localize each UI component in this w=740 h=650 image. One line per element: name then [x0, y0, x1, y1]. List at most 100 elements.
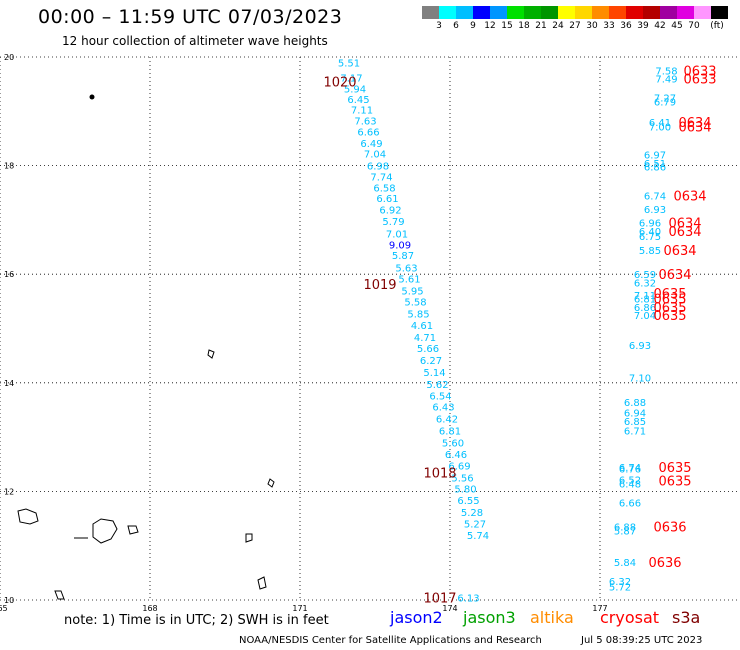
wave-height-value: 5.28: [461, 508, 483, 519]
wave-height-value: 5.56: [451, 473, 473, 484]
island-8: [257, 576, 267, 590]
color-legend-label: 21: [535, 21, 547, 31]
wave-height-value: 6.88: [614, 523, 636, 534]
track-time-label: 0635: [653, 293, 686, 308]
wave-height-value: 6.61: [376, 194, 398, 205]
lon-tick-label: 174: [442, 604, 457, 613]
island-3: [267, 478, 275, 488]
wave-height-value: 5.14: [423, 368, 445, 379]
wave-height-value: 5.94: [344, 84, 366, 95]
satellite-altika: altika: [530, 608, 574, 627]
map-title: 00:00 – 11:59 UTC 07/03/2023: [38, 6, 343, 28]
lat-tick-label: 20: [4, 53, 14, 62]
wave-height-value: 6.81: [439, 427, 461, 438]
satellite-cryosat: cryosat: [600, 608, 660, 627]
wave-height-values: 5.517.175.946.457.117.636.666.497.046.98…: [338, 58, 678, 604]
lat-tick-label: 12: [4, 487, 14, 496]
wave-height-value: 5.87: [614, 526, 636, 537]
color-legend-label: 12: [484, 21, 496, 31]
wave-height-value: 6.69: [448, 461, 470, 472]
wave-height-value: 6.74: [619, 463, 641, 474]
satellite-jason3: jason3: [463, 608, 516, 627]
track-time-label: 0634: [678, 116, 711, 131]
color-swatch: [422, 6, 439, 19]
lat-tick-label: 14: [4, 379, 14, 388]
wave-height-value: 5.27: [464, 519, 486, 530]
color-swatch: [558, 6, 575, 19]
wave-height-value: 6.79: [654, 98, 676, 109]
wave-height-value: 5.63: [395, 264, 417, 275]
wave-height-value: 6.93: [644, 205, 666, 216]
track-time-label: 0634: [678, 121, 711, 136]
wave-height-value: 5.87: [392, 251, 414, 262]
track-time-label: 0634: [668, 225, 701, 240]
lon-tick-label: 171: [292, 604, 307, 613]
wave-height-value: 6.71: [624, 427, 646, 438]
wave-height-value: 6.92: [379, 206, 401, 217]
wave-height-value: 6.58: [373, 183, 395, 194]
track-time-label: 0635: [658, 461, 691, 476]
wave-height-value: 6.32: [634, 278, 656, 289]
track-time-label: 0635: [653, 287, 686, 302]
lat-lon-grid: [0, 56, 740, 601]
lon-tick-label: 168: [142, 604, 157, 613]
wave-height-value: 7.10: [629, 373, 651, 384]
wave-height-value: 6.59: [634, 270, 656, 281]
wave-height-value: 7.27: [654, 94, 676, 105]
wave-height-value: 5.72: [609, 582, 631, 593]
island-6: [127, 525, 139, 535]
pressure-labels: 1020 1019 1018 1017: [323, 75, 456, 606]
wave-height-value: 6.88: [624, 398, 646, 409]
color-legend-label: 39: [637, 21, 649, 31]
wave-height-value: 7.04: [364, 150, 386, 161]
timestamp: Jul 5 08:39:25 UTC 2023: [581, 635, 703, 646]
wave-height-value: 6.43: [432, 403, 454, 414]
island-4: [17, 508, 39, 525]
wave-height-value: 6.96: [639, 219, 661, 230]
wave-height-value: 7.01: [386, 229, 408, 240]
wave-height-value: 7.11: [634, 291, 656, 302]
wave-height-value: 6.81: [634, 295, 656, 306]
track-time-label: 0634: [673, 189, 706, 204]
wave-height-value: 6.48: [619, 479, 641, 490]
satellite-jason2: jason2: [390, 608, 443, 627]
wave-height-value: 7.17: [340, 74, 362, 85]
wave-height-value: 6.76: [619, 465, 641, 476]
wave-height-value: 5.60: [442, 439, 464, 450]
color-swatch: [439, 6, 456, 19]
wave-height-value: 5.79: [382, 217, 404, 228]
color-legend-label: 30: [586, 21, 598, 31]
wave-height-value: 6.13: [457, 593, 479, 604]
wave-height-value: 6.41: [649, 118, 671, 129]
color-legend-label: 3: [436, 21, 442, 31]
pressure-label: 1017: [423, 591, 456, 606]
track-time-label: 0633: [683, 65, 716, 80]
wave-height-value: 6.86: [634, 303, 656, 314]
color-swatch: [660, 6, 677, 19]
wave-height-value: 4.71: [414, 333, 436, 344]
track-time-label: 0635: [658, 475, 691, 490]
color-swatch: [677, 6, 694, 19]
island-7: [245, 533, 253, 543]
color-swatch: [711, 6, 728, 19]
footer-note: note: 1) Time is in UTC; 2) SWH is in fe…: [64, 613, 329, 628]
track-time-label: 0634: [663, 244, 696, 259]
color-legend-label: 18: [518, 21, 530, 31]
track-time-labels: 0633063306340634063406340634063406340635…: [648, 65, 716, 571]
color-swatch: [507, 6, 524, 19]
lat-tick-label: 18: [4, 162, 14, 171]
wave-height-value: 5.62: [426, 380, 448, 391]
wave-height-value: 5.80: [454, 485, 476, 496]
island-2: [207, 349, 215, 359]
island-5: [74, 518, 118, 544]
pressure-label: 1019: [363, 278, 396, 293]
color-swatch: [575, 6, 592, 19]
color-swatch: [643, 6, 660, 19]
wave-height-value: 6.74: [644, 191, 666, 202]
track-time-label: 0636: [648, 556, 681, 571]
color-swatch: [694, 6, 711, 19]
land-outlines: [17, 94, 275, 600]
color-legend-label: 6: [453, 21, 459, 31]
pressure-label: 1020: [323, 75, 356, 90]
